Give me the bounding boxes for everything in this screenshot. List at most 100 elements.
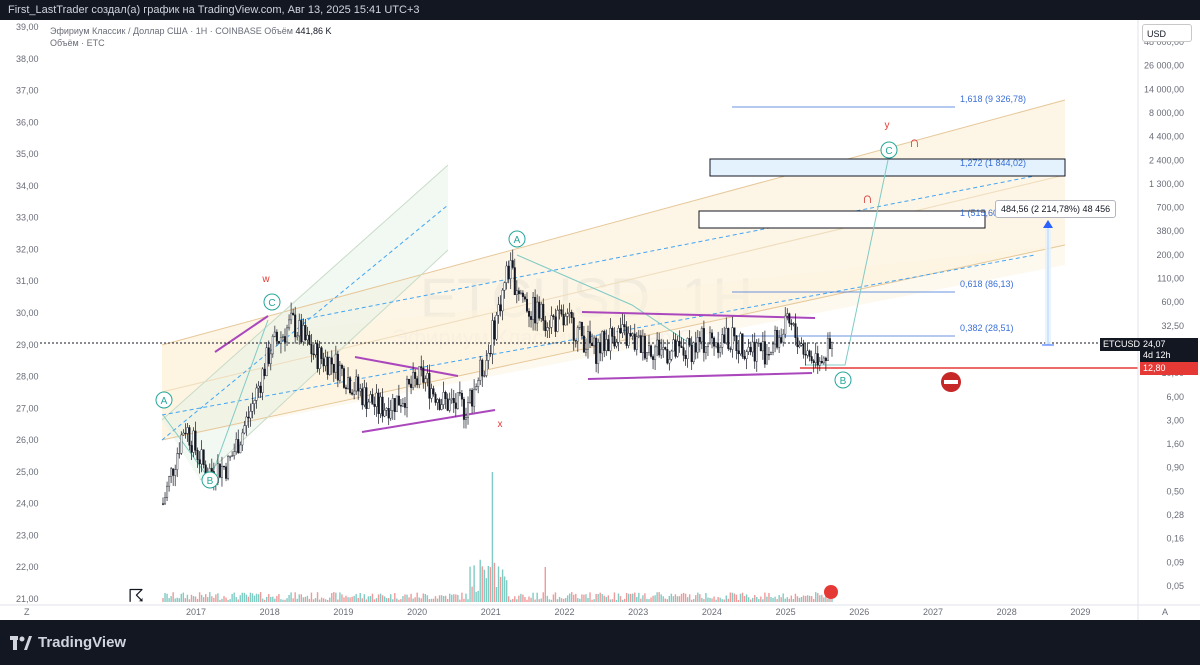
volume-bar	[609, 599, 612, 602]
volume-bar	[357, 597, 359, 602]
candle-body	[290, 312, 293, 321]
candle-body	[538, 301, 541, 319]
chart-area[interactable]: ETCUSD, 1H Эфириум Классик / Доллар США	[0, 20, 1200, 620]
volume-bar	[686, 597, 689, 602]
candle-body	[279, 337, 282, 344]
volume-bar	[520, 593, 522, 602]
volume-bar	[756, 597, 758, 602]
volume-bar	[743, 596, 746, 602]
right-axis-tick: 0,28	[1166, 510, 1184, 520]
candle-body	[786, 313, 789, 317]
volume-bar	[446, 599, 449, 602]
candle-body	[692, 342, 695, 363]
candle-body	[548, 327, 551, 329]
candle-body	[519, 292, 522, 295]
volume-bar	[778, 595, 780, 602]
dino-icon: ☈	[128, 586, 144, 606]
volume-bar	[290, 592, 292, 602]
candle-body	[180, 434, 183, 454]
svg-text:C: C	[885, 146, 892, 157]
candle-body	[769, 352, 772, 355]
candle-body	[320, 347, 323, 359]
candle-body	[578, 321, 581, 328]
legend-volume-line[interactable]: Объём · ETC	[50, 38, 105, 48]
volume-bar	[798, 597, 801, 602]
legend-symbol[interactable]: Эфириум Классик / Доллар США · 1Н · COIN…	[50, 26, 262, 36]
volume-bar	[751, 597, 754, 602]
volume-bar	[518, 595, 520, 602]
candle-body	[784, 315, 787, 335]
volume-bar	[766, 596, 768, 602]
candle-body	[371, 394, 374, 405]
header-text: First_LastTrader создал(а) график на Tra…	[8, 4, 420, 16]
candle-body	[776, 330, 779, 348]
right-axis-tick: 26 000,00	[1144, 61, 1184, 71]
tradingview-logo[interactable]: TradingView	[10, 634, 126, 651]
candle-body	[235, 439, 238, 452]
candle-body	[294, 314, 297, 338]
pattern-line-3	[361, 409, 496, 433]
volume-bar	[471, 586, 473, 602]
candle-body	[540, 303, 543, 319]
right-price-axis[interactable]: 48 000,00 26 000,00 14 000,00 8 000,00 4 400…	[1144, 37, 1184, 591]
candle-body	[334, 353, 337, 373]
time-axis-tick: 2028	[997, 607, 1017, 617]
corner-label-right[interactable]: A	[1162, 607, 1168, 617]
corner-label-left[interactable]: Z	[24, 607, 30, 617]
volume-bar	[194, 596, 197, 602]
candle-body	[249, 411, 252, 419]
currency-button[interactable]: USD	[1142, 24, 1192, 42]
candle-body	[485, 360, 488, 376]
right-axis-tick: 1 300,00	[1149, 179, 1184, 189]
volume-bar	[444, 595, 447, 602]
volume-bar	[607, 595, 610, 602]
volume-bar	[245, 594, 248, 602]
volume-bar	[483, 569, 485, 602]
volume-bar	[703, 599, 705, 602]
candle-body	[452, 398, 455, 404]
volume-bar	[812, 599, 815, 602]
news-flag-icon	[824, 585, 838, 599]
candle-body	[381, 396, 384, 417]
volume-bar	[300, 594, 302, 602]
wave-label-C1: C	[263, 293, 281, 311]
candle-body	[757, 342, 760, 345]
volume-bar	[296, 598, 298, 602]
volume-bar	[507, 596, 510, 602]
volume-bar	[306, 595, 309, 602]
candle-body	[554, 316, 557, 332]
candle-body	[694, 342, 697, 353]
legend-volume-label: Объём	[264, 26, 293, 36]
volume-bar	[680, 593, 683, 602]
fib-label-0382: 0,382 (28,51)	[960, 323, 1014, 333]
candle-body	[647, 345, 650, 353]
candle-body	[172, 468, 175, 476]
volume-bar	[780, 597, 782, 602]
candle-body	[668, 359, 671, 364]
volume-layer	[162, 472, 833, 602]
left-price-axis[interactable]: 39,00 38,00 37,00 36,00 35,00 34,00 33,00 32,00…	[16, 22, 39, 604]
candle-body	[196, 449, 199, 460]
time-axis[interactable]: 2017 2018 2019 2020 2021 2022 2023 2024 2025 2026…	[186, 607, 1090, 617]
candle-body	[351, 392, 354, 395]
candle-body	[564, 316, 567, 326]
volume-bar	[176, 597, 178, 602]
volume-bar	[571, 592, 573, 602]
pattern-line-4	[581, 311, 816, 319]
volume-bar	[532, 592, 534, 602]
current-price-tag: 24,07 4d 12h	[1140, 338, 1198, 362]
volume-bar	[796, 596, 799, 602]
volume-bar	[274, 598, 276, 602]
volume-bar	[615, 599, 618, 602]
right-axis-tick: 6,00	[1166, 392, 1184, 402]
volume-bar	[650, 597, 652, 602]
volume-bar	[605, 597, 607, 602]
right-axis-tick: 0,05	[1166, 581, 1184, 591]
volume-bar	[424, 593, 427, 602]
wave-label-C2: C	[880, 141, 898, 159]
volume-bar	[451, 594, 453, 602]
volume-bar	[164, 592, 166, 602]
volume-bar	[640, 598, 642, 602]
volume-bar	[196, 598, 199, 602]
candle-body	[241, 432, 244, 446]
